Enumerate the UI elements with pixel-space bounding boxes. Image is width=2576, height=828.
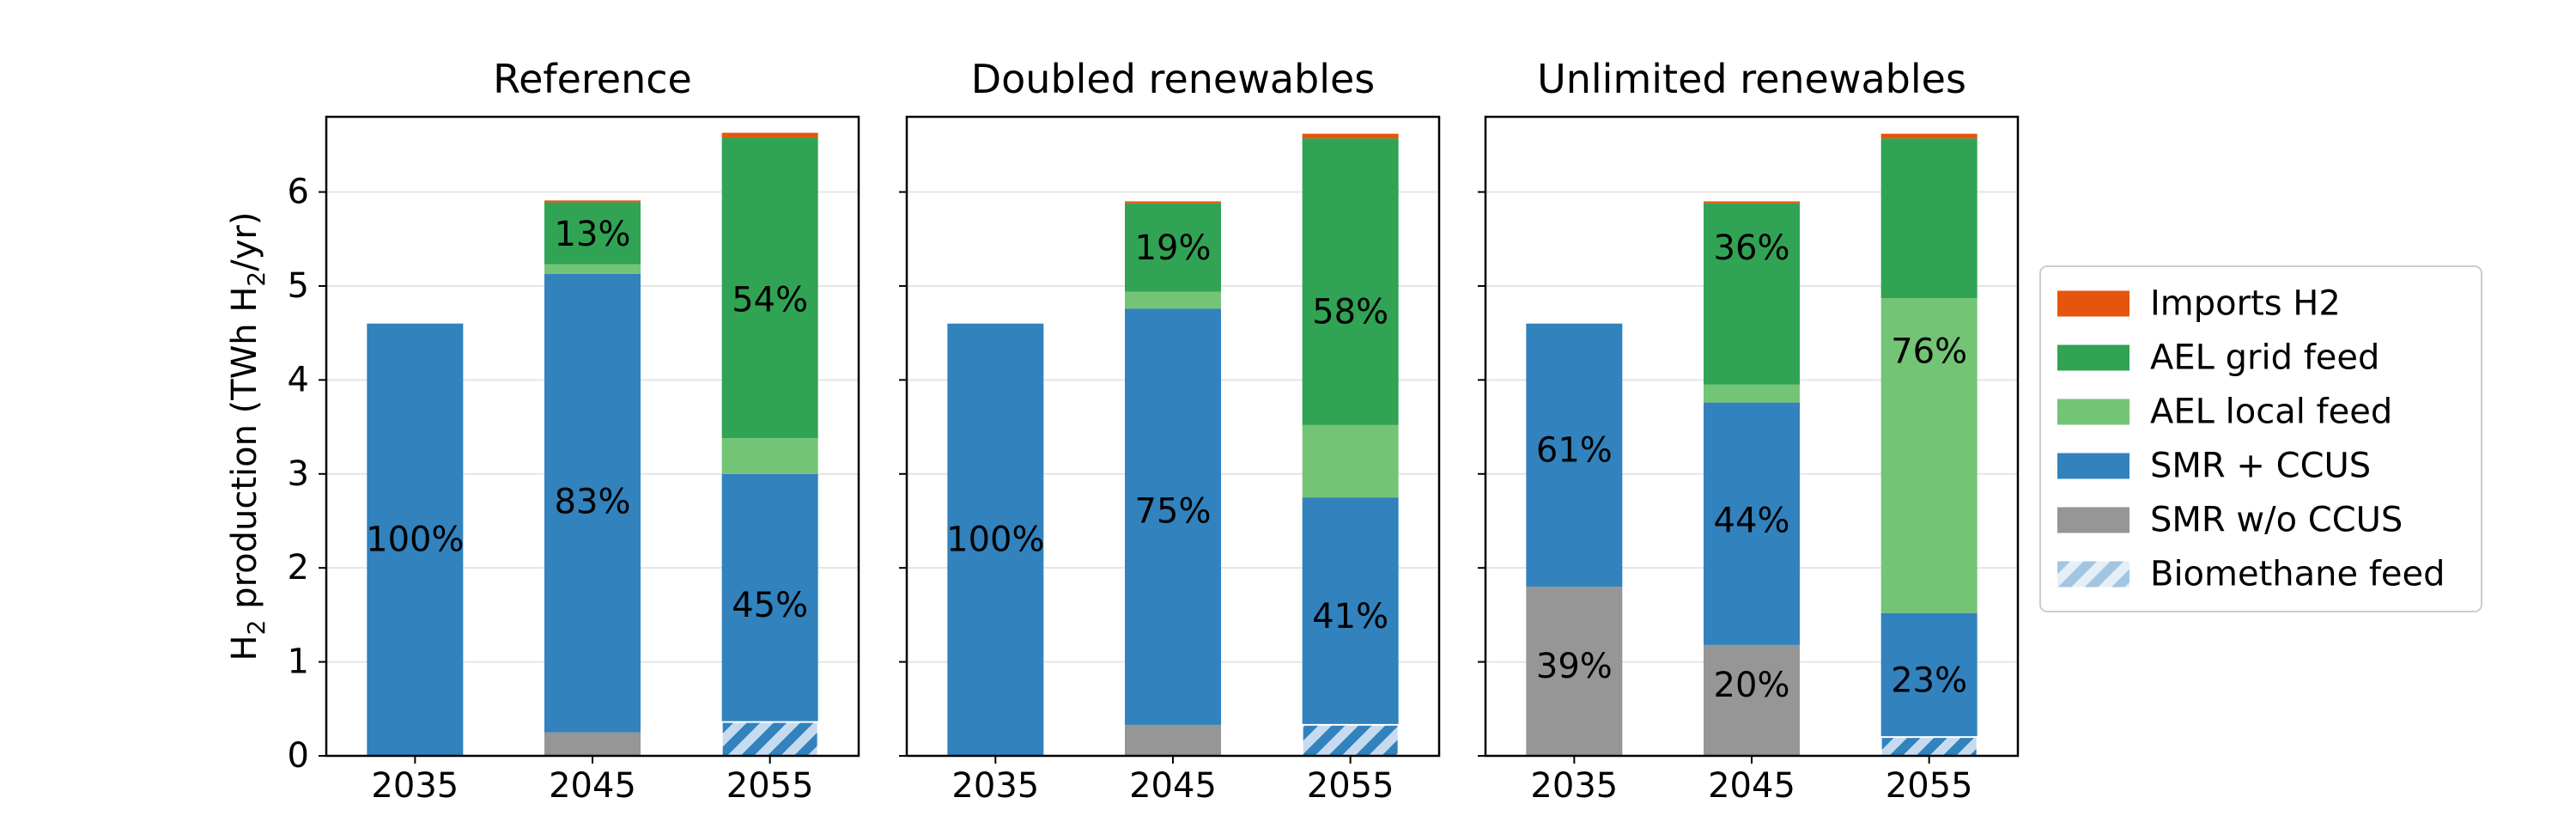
y-axis-label-part: production (TWh H (225, 287, 264, 620)
x-tick-label: 2045 (549, 766, 636, 806)
bar-ael-local-2055 (1880, 298, 1978, 613)
legend-swatch-ael-grid-feed (2057, 344, 2129, 371)
data-label: 41% (1312, 597, 1388, 636)
panel-title: Doubled renewables (971, 56, 1376, 102)
panel-reference: 100% 83% 13% 45% 54% Reference 2035 2045 2055 0 1 2… (288, 56, 860, 806)
bar-smr-ccus-2035 (367, 323, 464, 756)
bar-imports-2055 (721, 132, 818, 138)
data-label: 19% (1135, 228, 1212, 268)
x-tick-label: 2035 (951, 766, 1039, 806)
bar-imports-2045 (1125, 201, 1221, 204)
data-label: 45% (732, 586, 808, 625)
x-tick-label: 2045 (1129, 766, 1217, 806)
data-label: 23% (1891, 661, 1967, 700)
legend-frame (2039, 265, 2482, 612)
bar-smr-ccus-2055 (721, 473, 818, 756)
data-label: 58% (1312, 293, 1388, 332)
data-label: 61% (1536, 430, 1613, 470)
legend: Imports H2 AEL grid feed AEL local feed SMR… (2039, 265, 2482, 612)
bar-ael-local-2045 (1125, 291, 1221, 309)
panel-unlimited-renewables: 61% 39% 36% 44% 20% 76% 23% Unlimited renewable… (1478, 56, 2020, 806)
bar-ael-grid-2055 (1302, 138, 1399, 425)
data-label: 20% (1714, 666, 1790, 705)
y-axis-label-subscript: 2 (242, 271, 270, 287)
bar-biomethane-2055 (1301, 723, 1400, 757)
bar-imports-2055 (1880, 133, 1978, 139)
bar-imports-2045 (544, 200, 641, 203)
bar-biomethane-2055 (720, 721, 819, 757)
x-tick-label: 2055 (1307, 766, 1394, 806)
y-axis-label-part: /yr) (225, 212, 264, 271)
x-tick-label: 2045 (1708, 766, 1795, 806)
bar-smr-no-ccus-2045 (544, 732, 641, 756)
bar-imports-2045 (1704, 201, 1800, 204)
legend-label-biomethane-feed: Biomethane feed (2150, 555, 2445, 594)
legend-label-ael-local-feed: AEL local feed (2150, 393, 2392, 432)
bar-smr-ccus-2035 (1526, 323, 1623, 588)
bar-ael-grid-2055 (721, 137, 818, 439)
bar-smr-ccus-2045 (544, 273, 641, 733)
legend-swatch-ael-local-feed (2057, 399, 2129, 425)
y-axis-label-subscript: 2 (242, 620, 270, 636)
y-tick-label: 5 (288, 266, 309, 306)
bar-smr-ccus-2045 (1704, 402, 1800, 645)
bar-smr-ccus-2055 (1302, 497, 1399, 756)
data-label: 44% (1714, 501, 1790, 540)
y-tick-label: 6 (288, 173, 309, 212)
data-label: 100% (946, 520, 1044, 559)
y-tick-label: 0 (288, 736, 309, 776)
data-label: 100% (366, 520, 464, 559)
y-tick-label: 4 (288, 360, 309, 399)
x-tick-label: 2055 (1886, 766, 1973, 806)
bar-imports-2055 (1302, 133, 1399, 139)
legend-swatch-overlay (2057, 561, 2129, 588)
legend-label-ael-grid-feed: AEL grid feed (2150, 338, 2379, 378)
data-label: 76% (1891, 332, 1967, 372)
data-label: 36% (1714, 228, 1790, 268)
data-label: 83% (555, 483, 631, 522)
bar-ael-grid-2045 (544, 202, 641, 265)
bar-ael-grid-2045 (1704, 203, 1800, 385)
data-label: 39% (1536, 647, 1613, 686)
panel-title: Unlimited renewables (1537, 56, 1966, 102)
x-tick-label: 2035 (371, 766, 459, 806)
legend-swatch-smr-w-o-ccus (2057, 507, 2129, 533)
bar-smr-ccus-2055 (1880, 612, 1978, 756)
x-tick-label: 2055 (726, 766, 814, 806)
legend-label-smr-w-o-ccus: SMR w/o CCUS (2150, 501, 2403, 540)
y-tick-label: 1 (288, 642, 309, 682)
y-axis-label-part: H (225, 635, 264, 661)
legend-label-smr-ccus: SMR + CCUS (2150, 447, 2371, 486)
bar-ael-grid-2055 (1880, 138, 1978, 299)
bar-ael-local-2045 (1704, 384, 1800, 403)
y-tick-label: 3 (288, 454, 309, 494)
bar-ael-grid-2045 (1125, 203, 1221, 292)
data-label: 13% (555, 215, 631, 254)
data-label: 54% (732, 280, 808, 320)
bar-biomethane-2055 (1880, 736, 1978, 758)
y-tick-label: 2 (288, 548, 309, 588)
bar-smr-ccus-2035 (947, 323, 1044, 756)
bar-ael-local-2045 (544, 264, 641, 274)
bar-smr-no-ccus-2045 (1125, 724, 1221, 756)
bar-ael-local-2055 (721, 438, 818, 474)
legend-swatch-smr-ccus (2057, 453, 2129, 479)
y-axis-label: H2 production (TWh H2/yr) (225, 212, 270, 661)
x-tick-label: 2035 (1530, 766, 1618, 806)
bar-ael-local-2055 (1302, 424, 1399, 498)
bar-smr-no-ccus-2045 (1704, 644, 1800, 756)
bar-smr-no-ccus-2035 (1526, 587, 1623, 756)
panel-title: Reference (493, 56, 692, 102)
bar-smr-ccus-2045 (1125, 308, 1221, 725)
panel-doubled-renewables: 100% 75% 19% 41% 58% Doubled renewables 2035 20… (899, 56, 1441, 806)
legend-swatch-imports-h2 (2057, 290, 2129, 317)
data-label: 75% (1135, 492, 1212, 532)
legend-label-imports-h2: Imports H2 (2150, 284, 2341, 324)
